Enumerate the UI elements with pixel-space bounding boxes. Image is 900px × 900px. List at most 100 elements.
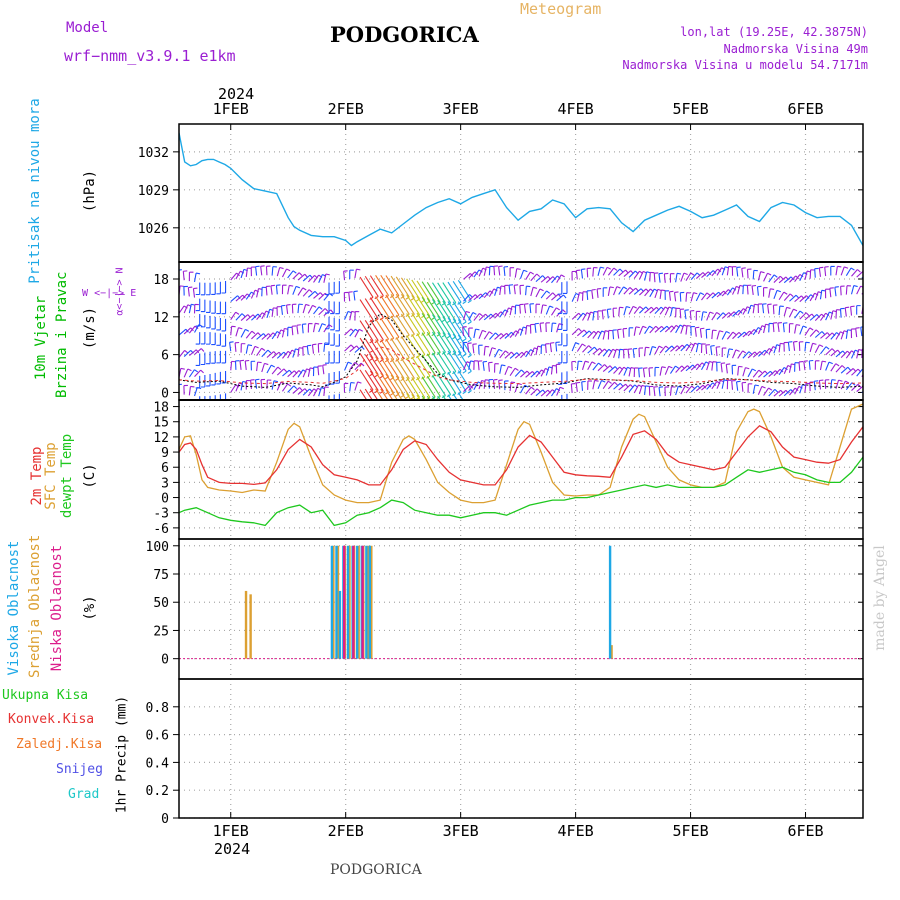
wind-barb-flag: [709, 311, 714, 315]
wind-barb: [644, 385, 647, 395]
wind-barb-flag: [741, 267, 746, 269]
wind-barb-flag: [805, 295, 810, 299]
wind-barb-flag: [863, 305, 867, 306]
wind-barb: [230, 311, 237, 321]
wind-barb-flag: [643, 367, 648, 369]
wind-barb: [608, 366, 616, 373]
wind-barb: [473, 269, 480, 278]
wind-barb: [349, 328, 356, 337]
wind-barb: [540, 389, 549, 397]
wind-barb: [463, 272, 471, 280]
wind-barb-flag: [524, 384, 529, 388]
wind-barb: [825, 361, 830, 371]
wind-barb: [364, 354, 379, 375]
cloud-mid-bar: [357, 545, 360, 659]
wind-barb: [179, 350, 186, 358]
watermark: made by Angel: [872, 545, 888, 651]
wind-barb: [602, 330, 606, 340]
wind-barb: [737, 285, 741, 295]
wind-barb: [545, 366, 550, 376]
wind-barb: [757, 325, 763, 335]
wind-barb: [525, 386, 532, 395]
wind-barb: [411, 356, 426, 378]
wind-barb-flag: [498, 265, 503, 268]
wind-barb: [534, 323, 537, 333]
wind-barb: [768, 370, 776, 377]
wind-barb-flag: [406, 411, 409, 413]
wind-barb: [530, 347, 535, 357]
wind-barb: [276, 381, 282, 391]
wind-barb: [680, 343, 688, 352]
wind-barb: [799, 384, 803, 394]
wind-barb: [260, 379, 263, 389]
wind-barb: [814, 291, 819, 301]
wind-barb-flag: [273, 351, 277, 355]
wind-barb-flag: [292, 270, 297, 274]
wind-barb: [539, 323, 542, 333]
wind-barb: [799, 295, 807, 303]
wind-barb-flag: [776, 289, 782, 293]
wind-barb: [839, 308, 842, 318]
wind-barb: [737, 366, 740, 376]
wind-barb-flag: [706, 292, 711, 296]
wind-barb: [814, 268, 816, 278]
wind-barb: [359, 337, 374, 359]
wind-barb-flag: [841, 365, 846, 369]
wind-barb: [349, 311, 353, 321]
temp-tick-label: 3: [161, 476, 169, 491]
wind-barb-flag: [614, 381, 618, 386]
wind-barb-flag: [442, 416, 445, 418]
wind-barb-flag: [795, 294, 800, 299]
wind-barb: [282, 383, 289, 392]
wind-tick-label: 18: [153, 273, 169, 288]
wind-barb: [503, 266, 506, 276]
cloud-high-bar: [338, 590, 342, 659]
wind-barb: [489, 312, 497, 320]
wind-barb-flag: [467, 339, 472, 343]
wind-barb: [664, 325, 673, 333]
wind-barb: [855, 328, 858, 338]
wind-barb: [571, 328, 579, 336]
wind-barb: [721, 266, 726, 276]
wind-barb-flag: [370, 410, 373, 412]
wind-barb: [679, 292, 682, 302]
wind-barb: [519, 270, 525, 279]
wind-barb-flag: [360, 362, 365, 367]
wind-barb: [348, 292, 351, 302]
wind-barb-flag: [745, 367, 750, 370]
wind-barb-flag: [629, 287, 634, 291]
wind-barb: [292, 286, 297, 295]
wind-barb-flag: [385, 409, 388, 411]
wind-barb: [845, 368, 854, 375]
wind-barb: [535, 275, 543, 283]
wind-barb-flag: [550, 342, 555, 344]
wind-barb: [447, 317, 462, 339]
wind-barb: [587, 311, 592, 321]
wind-barb: [794, 310, 801, 319]
wind-barb-flag: [315, 322, 320, 325]
wind-barb: [649, 306, 657, 314]
wind-barb: [406, 278, 421, 300]
wind-barb: [581, 361, 586, 370]
wind-barb: [411, 334, 426, 355]
wind-barb: [375, 388, 384, 400]
x-day-label-top: 1FEB: [213, 100, 249, 118]
wind-barb-flag: [790, 276, 795, 281]
wind-barb: [576, 329, 585, 337]
wind-barb: [297, 347, 300, 357]
wind-barb: [706, 311, 711, 321]
wind-barb: [416, 355, 431, 377]
temp-tick-label: 9: [161, 446, 169, 461]
wind-barb: [385, 316, 400, 338]
wind-barb: [721, 379, 725, 389]
wind-barb: [580, 269, 584, 279]
wind-barb: [494, 349, 500, 358]
wind-barb: [685, 272, 692, 281]
wind-barb: [726, 287, 734, 296]
cloud-high-label: Visoka Oblacnost: [6, 540, 22, 676]
wind-barb-flag: [751, 284, 757, 287]
pressure-tick-label: 1029: [138, 184, 169, 199]
wind-barb: [653, 387, 656, 397]
wind-barb: [763, 387, 770, 396]
wind-barb: [318, 387, 322, 397]
